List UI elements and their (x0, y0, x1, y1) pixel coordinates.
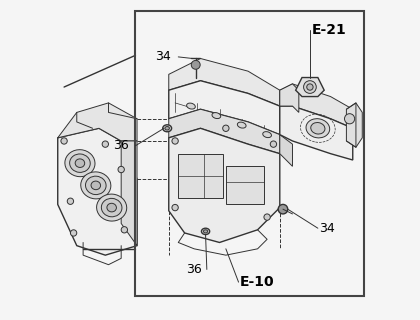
Polygon shape (58, 103, 137, 141)
Polygon shape (58, 128, 137, 255)
Ellipse shape (65, 150, 95, 177)
Text: 34: 34 (155, 51, 171, 63)
Circle shape (304, 81, 316, 93)
Circle shape (61, 138, 67, 144)
Ellipse shape (204, 230, 207, 233)
Text: 36: 36 (186, 263, 202, 276)
Polygon shape (280, 106, 353, 160)
Circle shape (223, 125, 229, 132)
Text: E-10: E-10 (240, 275, 275, 289)
Polygon shape (296, 77, 324, 97)
Ellipse shape (97, 194, 127, 221)
Ellipse shape (101, 198, 122, 217)
Circle shape (71, 230, 77, 236)
Polygon shape (121, 141, 137, 246)
Ellipse shape (186, 103, 195, 109)
Ellipse shape (306, 119, 330, 138)
Circle shape (344, 114, 354, 124)
Polygon shape (346, 103, 362, 147)
Ellipse shape (75, 159, 85, 167)
Circle shape (270, 141, 277, 147)
FancyBboxPatch shape (178, 154, 223, 198)
Ellipse shape (202, 228, 210, 235)
Ellipse shape (107, 203, 116, 212)
Ellipse shape (91, 181, 100, 190)
Polygon shape (280, 90, 292, 112)
Polygon shape (280, 84, 353, 128)
Ellipse shape (237, 122, 246, 128)
Ellipse shape (70, 154, 90, 172)
Circle shape (102, 141, 108, 147)
Circle shape (307, 84, 313, 90)
Bar (136, 11, 364, 296)
Circle shape (278, 204, 288, 214)
Ellipse shape (163, 125, 172, 132)
Text: E-21: E-21 (312, 23, 346, 37)
Ellipse shape (212, 113, 220, 119)
Ellipse shape (165, 126, 169, 130)
Ellipse shape (86, 176, 106, 195)
Circle shape (67, 198, 74, 204)
Circle shape (121, 227, 128, 233)
Ellipse shape (311, 123, 325, 134)
Polygon shape (169, 128, 280, 243)
Polygon shape (169, 109, 280, 154)
Polygon shape (280, 84, 299, 112)
Circle shape (118, 166, 124, 173)
Text: 36: 36 (113, 139, 129, 152)
Circle shape (172, 138, 178, 144)
Ellipse shape (263, 132, 271, 138)
Circle shape (191, 60, 200, 69)
Text: 34: 34 (320, 222, 335, 235)
Polygon shape (280, 135, 292, 166)
FancyBboxPatch shape (226, 166, 264, 204)
Circle shape (264, 214, 270, 220)
Polygon shape (169, 81, 280, 135)
Polygon shape (169, 59, 280, 106)
Circle shape (172, 204, 178, 211)
Ellipse shape (81, 172, 111, 199)
